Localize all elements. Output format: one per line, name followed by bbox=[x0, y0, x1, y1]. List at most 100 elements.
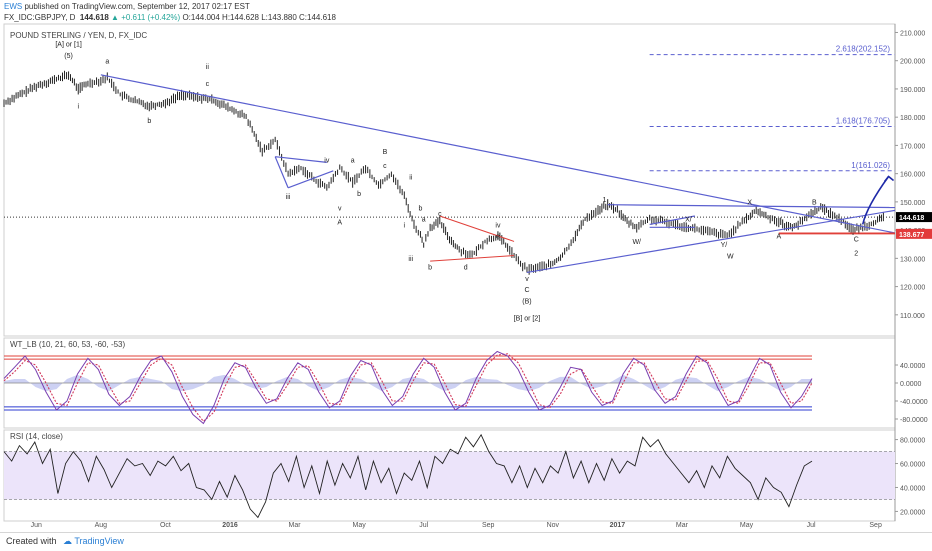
wave-label: B bbox=[812, 200, 817, 207]
wave-label: b bbox=[357, 191, 361, 198]
rsi-band bbox=[4, 451, 895, 500]
wave-label: A bbox=[337, 219, 342, 226]
wave-label: c bbox=[438, 211, 442, 218]
wave-label: b bbox=[147, 118, 151, 125]
x-tick-label: Mar bbox=[289, 522, 302, 529]
trendline-blue bbox=[287, 170, 334, 189]
wave-label: iv bbox=[495, 222, 501, 229]
y-tick-label: 110.000 bbox=[900, 313, 925, 320]
x-tick-label: Oct bbox=[160, 522, 171, 529]
wave-label: A bbox=[776, 234, 781, 241]
x-tick-label: Aug bbox=[95, 522, 108, 529]
trendline-blue bbox=[607, 204, 896, 209]
tradingview-label: TradingView bbox=[74, 536, 124, 546]
x-tick-label: 2016 bbox=[222, 522, 238, 529]
fib-level-label: 1.618(176.705) bbox=[836, 116, 891, 125]
wave-label: W/ bbox=[632, 239, 641, 246]
wave-label: 2 bbox=[854, 251, 858, 258]
wave-label: ii bbox=[409, 174, 413, 181]
wt-tick-label: -80.0000 bbox=[900, 417, 928, 424]
published-text: published on TradingView.com, September … bbox=[24, 2, 250, 11]
wt-signal-line bbox=[3, 353, 813, 423]
rsi-line bbox=[3, 433, 813, 519]
red-level-tag bbox=[896, 228, 932, 239]
y-tick-label: 180.000 bbox=[900, 115, 925, 122]
x-tick-label: Jul bbox=[807, 522, 816, 529]
wt-indicator-title: WT_LB (10, 21, 60, 53, -60, -53) bbox=[10, 340, 126, 349]
wave-label: c bbox=[383, 163, 387, 170]
trendline-red bbox=[430, 255, 515, 262]
forecast-arrow bbox=[861, 176, 890, 225]
last-price: 144.618 bbox=[79, 13, 109, 22]
x-tick-label: Jul bbox=[419, 522, 428, 529]
chart-header: EWS published on TradingView.com, Septem… bbox=[0, 0, 932, 24]
wave-label: X/ bbox=[685, 217, 692, 224]
wave-label: d bbox=[464, 265, 468, 272]
tradingview-logo[interactable]: ☁ TradingView bbox=[63, 536, 124, 546]
wave-label: c bbox=[206, 81, 210, 88]
chart-area[interactable]: POUND STERLING / YEN, D, FX_IDC110.00012… bbox=[0, 0, 932, 532]
x-tick-label: Mar bbox=[676, 522, 689, 529]
trendline-blue bbox=[275, 156, 327, 163]
x-tick-label: Nov bbox=[547, 522, 560, 529]
wave-label: iii bbox=[286, 194, 291, 201]
wave-label: (B) bbox=[522, 299, 531, 306]
wave-label: (5) bbox=[64, 53, 73, 60]
rsi-tick-label: 60.0000 bbox=[900, 462, 925, 469]
rsi-tick-label: 20.0000 bbox=[900, 509, 925, 516]
rsi-tick-label: 80.0000 bbox=[900, 438, 925, 445]
trendline-blue bbox=[649, 215, 695, 226]
wave-label: iii bbox=[408, 256, 413, 263]
wave-label: W bbox=[727, 253, 734, 260]
x-tick-label: Sep bbox=[869, 522, 882, 529]
wt-tick-label: -40.0000 bbox=[900, 399, 928, 406]
last-price-tag-label: 144.618 bbox=[899, 215, 924, 222]
author-name[interactable]: EWS bbox=[4, 2, 23, 11]
wave-label: v bbox=[525, 276, 529, 283]
wave-label: a bbox=[351, 157, 355, 164]
candles-group bbox=[3, 70, 884, 275]
y-tick-label: 200.000 bbox=[900, 59, 925, 66]
wt-tick-label: 0.0000 bbox=[900, 381, 922, 388]
price-change: ▲ +0.611 (+0.42%) bbox=[111, 13, 181, 22]
y-tick-label: 190.000 bbox=[900, 87, 925, 94]
x-tick-label: Sep bbox=[482, 522, 495, 529]
x-tick-label: May bbox=[352, 522, 366, 529]
wave-label: [A] or [1] bbox=[55, 42, 82, 49]
y-tick-label: 150.000 bbox=[900, 200, 925, 207]
y-tick-label: 170.000 bbox=[900, 143, 925, 150]
wave-label: b bbox=[418, 205, 422, 212]
wave-label: 1 bbox=[603, 197, 607, 204]
wt-main-line bbox=[3, 350, 813, 425]
x-tick-label: Jun bbox=[31, 522, 42, 529]
footer: Created with ☁ TradingView bbox=[0, 532, 932, 551]
y-tick-label: 120.000 bbox=[900, 285, 925, 292]
y-tick-label: 130.000 bbox=[900, 256, 925, 263]
trendline-blue bbox=[526, 209, 896, 274]
ohlc-high: H:144.628 bbox=[222, 13, 259, 22]
wave-label: C bbox=[524, 287, 529, 294]
wave-label: i bbox=[404, 222, 406, 229]
wave-label: b bbox=[428, 265, 432, 272]
wave-label: a bbox=[105, 59, 109, 66]
wave-label: Y/ bbox=[721, 242, 728, 249]
forecast-arrowhead bbox=[883, 175, 895, 182]
symbol-line: FX_IDC:GBPJPY, D 144.618 ▲ +0.611 (+0.42… bbox=[4, 13, 336, 23]
y-tick-label: 210.000 bbox=[900, 30, 925, 37]
wave-label: a bbox=[422, 217, 426, 224]
rsi-tick-label: 40.0000 bbox=[900, 485, 925, 492]
ohlc-open: O:144.004 bbox=[182, 13, 220, 22]
trendline-blue bbox=[100, 74, 896, 234]
fib-level-label: 2.618(202.152) bbox=[836, 45, 891, 54]
wave-label: i bbox=[77, 104, 79, 111]
wave-label: X bbox=[747, 200, 752, 207]
publish-line: EWS published on TradingView.com, Septem… bbox=[4, 2, 250, 12]
rsi-indicator-title: RSI (14, close) bbox=[10, 432, 63, 441]
wt-tick-label: 40.0000 bbox=[900, 363, 925, 370]
ohlc-close: C:144.618 bbox=[299, 13, 336, 22]
wave-label: B bbox=[383, 149, 388, 156]
wave-label: ii bbox=[206, 64, 210, 71]
wave-label: iv bbox=[324, 157, 330, 164]
wave-label: C bbox=[854, 236, 859, 243]
fib-level-label: 1(161.026) bbox=[851, 161, 890, 170]
